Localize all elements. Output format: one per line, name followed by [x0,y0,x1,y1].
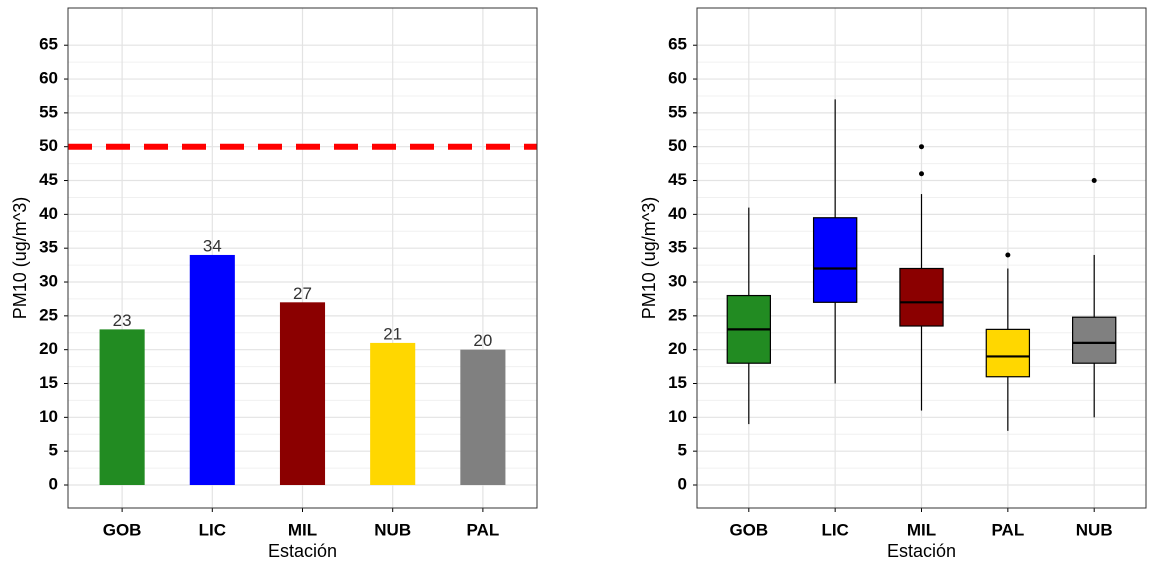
y-tick-label: 30 [668,272,687,291]
y-tick-label: 25 [668,305,687,324]
outlier [1005,252,1011,258]
y-tick-label: 15 [39,373,58,392]
y-tick-label: 10 [39,407,58,426]
bar [189,254,235,485]
y-tick-label: 55 [39,102,58,121]
value-label: 21 [383,324,402,343]
y-tick-label: 45 [39,170,58,189]
bar [99,329,145,485]
y-tick-label: 20 [39,339,58,358]
y-tick-label: 50 [668,136,687,155]
bar [279,302,326,485]
box [1072,316,1117,364]
y-tick-label: 0 [678,474,687,493]
y-tick-label: 45 [668,170,687,189]
y-tick-label: 15 [668,373,687,392]
y-tick-label: 65 [668,35,687,54]
x-tick-label: MIL [907,520,936,539]
x-axis-title: Estación [268,541,337,561]
value-label: 27 [293,284,312,303]
value-label: 20 [473,331,492,350]
x-tick-label: PAL [467,520,500,539]
y-tick-label: 30 [39,272,58,291]
panel-border [696,7,1147,509]
bar [370,342,416,485]
y-tick-label: 55 [668,102,687,121]
y-tick-label: 25 [39,305,58,324]
y-axis-title: PM10 (ug/m^3) [10,197,30,319]
y-tick-label: 5 [678,441,687,460]
value-label: 34 [203,236,222,255]
y-axis-title: PM10 (ug/m^3) [639,197,659,319]
x-tick-label: LIC [821,520,848,539]
box [812,217,858,303]
x-tick-label: PAL [991,520,1024,539]
x-tick-label: NUB [1076,520,1113,539]
y-tick-label: 40 [39,204,58,223]
y-tick-label: 5 [49,441,58,460]
outlier [919,171,924,177]
box [899,267,944,327]
y-tick-label: 65 [39,35,58,54]
y-tick-label: 0 [49,474,58,493]
box [985,328,1031,378]
x-tick-label: LIC [199,520,226,539]
y-tick-label: 35 [39,238,58,257]
y-tick-label: 40 [668,204,687,223]
y-tick-label: 20 [668,339,687,358]
outlier [1091,178,1097,184]
y-tick-label: 50 [39,136,58,155]
x-tick-label: NUB [374,520,411,539]
x-tick-label: GOB [103,520,142,539]
y-tick-label: 10 [668,407,687,426]
panel-border [67,7,538,509]
value-label: 23 [113,311,132,330]
y-tick-label: 35 [668,238,687,257]
bar [460,349,506,485]
outlier [919,144,924,150]
x-tick-label: GOB [729,520,768,539]
x-axis-title: Estación [887,541,956,561]
y-tick-label: 60 [39,69,58,88]
x-tick-label: MIL [288,520,317,539]
y-tick-label: 60 [668,69,687,88]
